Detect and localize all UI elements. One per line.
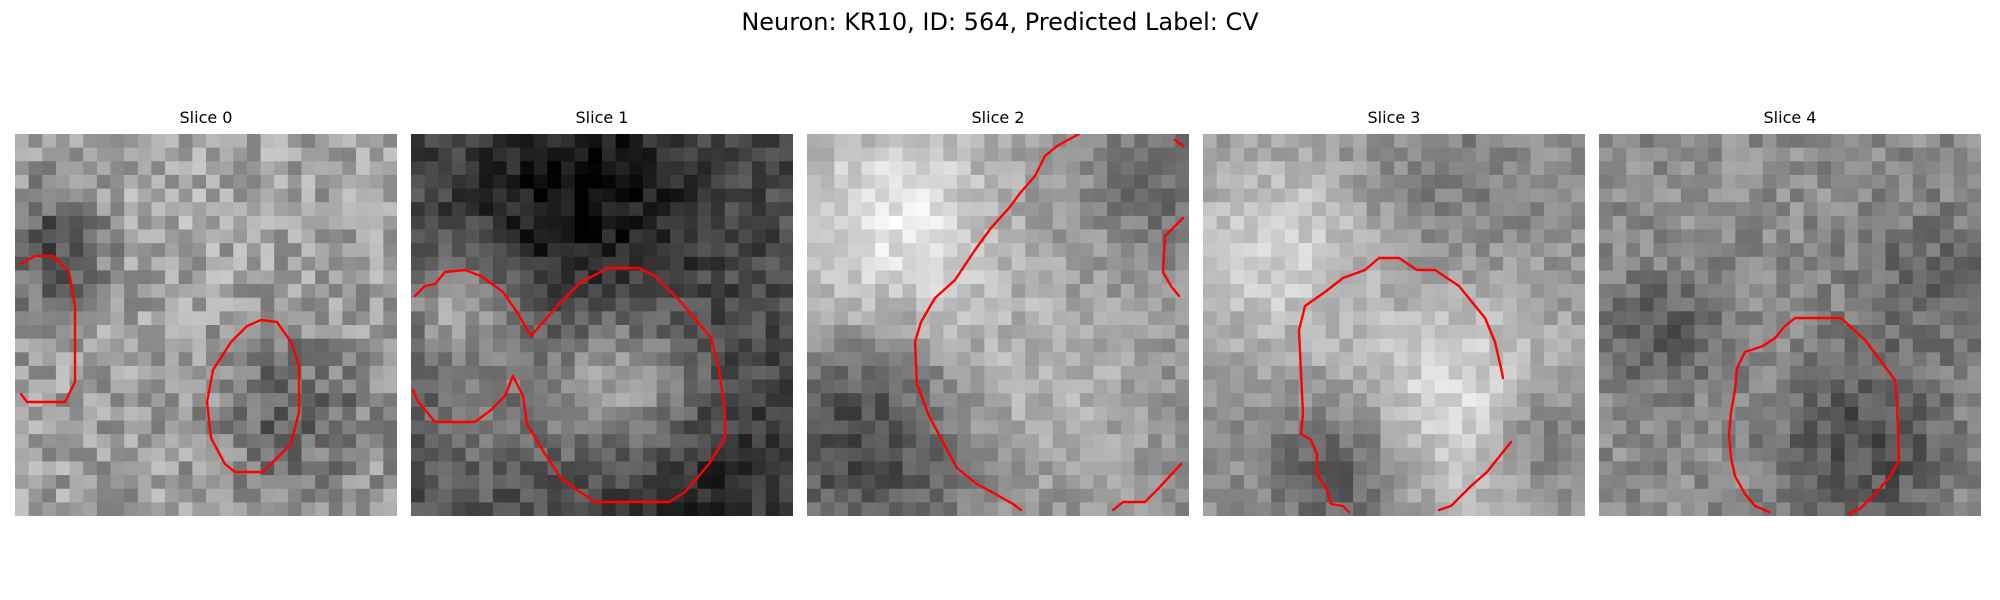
roi-contour (1727, 316, 1797, 514)
slice-image-2 (807, 134, 1189, 516)
slice-title-1: Slice 1 (575, 108, 629, 127)
roi-contour (1297, 256, 1419, 514)
roi-contour (205, 318, 301, 474)
roi-contour (1161, 216, 1185, 298)
slice-image-3 (1203, 134, 1585, 516)
slice-panel-2: Slice 2 (807, 108, 1189, 516)
slice-panel-3: Slice 3 (1203, 108, 1585, 516)
slice-image-1 (411, 134, 793, 516)
roi-contour (913, 134, 1081, 512)
roi-contour (1793, 316, 1901, 516)
roi-contour (1111, 462, 1183, 512)
slice-title-3: Slice 3 (1367, 108, 1421, 127)
slice-image-4 (1599, 134, 1981, 516)
slice-image-0 (15, 134, 397, 516)
slice-title-2: Slice 2 (971, 108, 1025, 127)
slice-panel-0: Slice 0 (15, 108, 397, 516)
slice-title-4: Slice 4 (1763, 108, 1817, 127)
roi-contour (1173, 138, 1185, 148)
roi-contour (1437, 440, 1513, 512)
slice-panel-4: Slice 4 (1599, 108, 1981, 516)
roi-contour (411, 266, 727, 504)
slice-title-0: Slice 0 (179, 108, 233, 127)
slice-panel-1: Slice 1 (411, 108, 793, 516)
roi-contour (19, 254, 77, 404)
figure-title: Neuron: KR10, ID: 564, Predicted Label: … (741, 8, 1259, 36)
roi-contour (1415, 268, 1505, 380)
